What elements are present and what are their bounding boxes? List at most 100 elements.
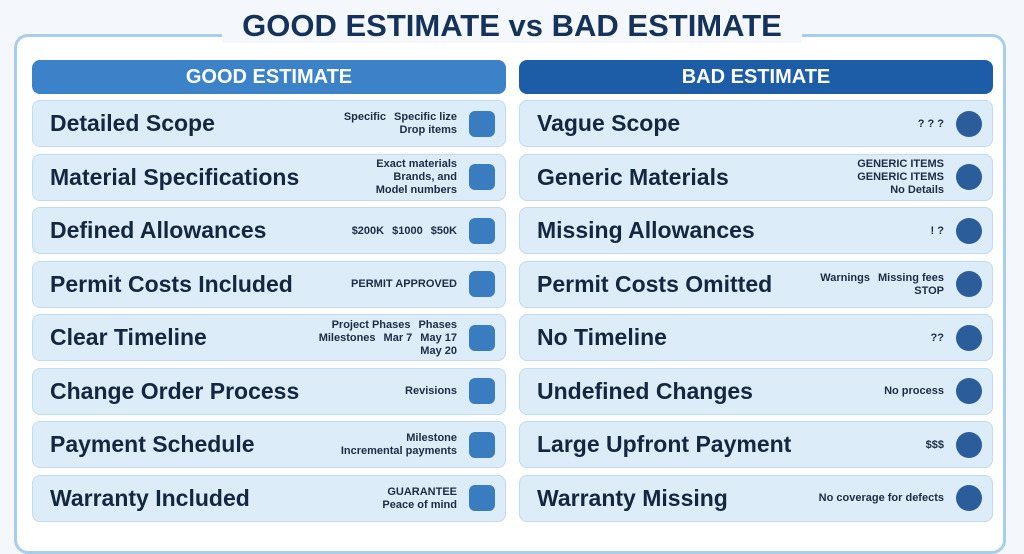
bad-column: BAD ESTIMATE Vague Scope ? ? ? Generic Mat… — [519, 60, 993, 528]
icon — [956, 485, 982, 511]
note: Milestone — [406, 432, 457, 444]
note: Specific lize — [394, 111, 457, 123]
row: Material Specifications Exact materials Br… — [32, 153, 506, 201]
note: STOP — [914, 284, 944, 297]
note: May 17 — [420, 331, 457, 344]
icon — [956, 271, 982, 297]
row-label: Undefined Changes — [537, 377, 753, 404]
icon — [956, 164, 982, 190]
row-notes: Milestone Incremental payments — [310, 432, 469, 457]
row-label: Defined Allowances — [50, 217, 267, 243]
icon — [956, 378, 982, 404]
note: Revisions — [405, 385, 457, 397]
row-label: No Timeline — [537, 324, 667, 350]
row-notes: $$$ — [797, 439, 956, 451]
note: No process — [884, 385, 944, 397]
row-label: Generic Materials — [537, 163, 729, 190]
row-notes: $200K $1000 $50K — [310, 225, 469, 237]
row-label: Missing Allowances — [537, 217, 755, 243]
note: GENERIC ITEMS — [857, 158, 944, 170]
icon — [469, 324, 495, 351]
row: Undefined Changes No process — [519, 367, 993, 415]
row-notes: GUARANTEE Peace of mind — [310, 486, 469, 511]
row-notes: Revisions — [310, 385, 469, 397]
icon — [469, 431, 495, 458]
note: Project Phases — [331, 318, 411, 331]
row-label: Change Order Process — [50, 377, 300, 404]
title-text: GOOD ESTIMATE vs BAD ESTIMATE — [222, 8, 802, 43]
icon — [469, 217, 495, 244]
icon — [469, 378, 495, 404]
column-header: GOOD ESTIMATE — [32, 60, 506, 94]
row-notes: GENERIC ITEMS GENERIC ITEMS No Details — [797, 158, 956, 196]
icon — [469, 271, 495, 297]
row: Permit Costs Omitted Warnings Missing fees… — [519, 260, 993, 308]
row-notes: No process — [797, 385, 956, 397]
note: $1000 — [392, 224, 423, 237]
row-label: Material Specifications — [50, 163, 300, 190]
note: Specific — [343, 111, 387, 123]
icon — [956, 217, 982, 244]
note: Drop items — [399, 124, 457, 136]
row: Warranty Included GUARANTEE Peace of mind — [32, 474, 506, 522]
note: $200K — [351, 224, 385, 237]
note: Phases — [418, 318, 457, 331]
row-label: Clear Timeline — [50, 324, 207, 350]
row-notes: ?? — [797, 332, 956, 344]
title: GOOD ESTIMATE vs BAD ESTIMATE — [0, 8, 1024, 44]
row-notes: ! ? — [797, 225, 956, 237]
note: ?? — [930, 331, 944, 344]
row: Large Upfront Payment $$$ — [519, 421, 993, 468]
row-notes: Project Phases Phases Milestones Mar 7 May 1… — [310, 319, 469, 357]
row-label: Warranty Included — [50, 484, 250, 511]
note: PERMIT APPROVED — [351, 278, 457, 290]
row-label: Vague Scope — [537, 110, 681, 136]
note: Exact materials — [376, 158, 457, 170]
row-label: Payment Schedule — [50, 431, 255, 457]
icon — [469, 164, 495, 190]
row-label: Detailed Scope — [50, 110, 215, 136]
row: Warranty Missing No coverage for defects — [519, 474, 993, 522]
good-column: GOOD ESTIMATE Detailed Scope Specific Spec… — [32, 60, 506, 528]
note: Model numbers — [375, 184, 457, 196]
row: Defined Allowances $200K $1000 $50K — [32, 207, 506, 254]
row-label: Large Upfront Payment — [537, 431, 792, 457]
note: $$$ — [925, 438, 944, 451]
icon — [956, 431, 982, 458]
note: May 20 — [420, 344, 457, 357]
row: Detailed Scope Specific Specific lize Drop … — [32, 100, 506, 147]
icon — [956, 324, 982, 351]
row: Missing Allowances ! ? — [519, 207, 993, 254]
note: Mar 7 — [383, 331, 413, 344]
row: No Timeline?? — [519, 314, 993, 361]
note: Milestones — [318, 331, 376, 344]
row-label: Warranty Missing — [537, 484, 728, 511]
page: GOOD ESTIMATE vs BAD ESTIMATE GOOD ESTIM… — [0, 8, 1024, 554]
row-notes: Specific Specific lize Drop items — [310, 111, 469, 136]
note: Missing fees — [877, 271, 944, 284]
row-notes: ? ? ? — [797, 118, 956, 130]
note: Brands, and — [393, 171, 457, 183]
row-notes: No coverage for defects — [797, 492, 956, 504]
note: No coverage for defects — [818, 492, 944, 504]
row-label: Permit Costs Included — [50, 270, 293, 297]
note: $50K — [430, 224, 457, 237]
row: Change Order Process Revisions — [32, 367, 506, 415]
icon — [469, 485, 495, 511]
row: Payment Schedule Milestone Incremental pay… — [32, 421, 506, 468]
note: Incremental payments — [340, 445, 457, 457]
note: GENERIC ITEMS — [857, 171, 944, 183]
row: Vague Scope ? ? ? — [519, 100, 993, 147]
note: GUARANTEE — [387, 485, 457, 498]
row-notes: PERMIT APPROVED — [310, 278, 469, 290]
note: ? ? ? — [917, 117, 944, 130]
row-notes: Warnings Missing fees STOP — [797, 272, 956, 297]
note: Peace of mind — [382, 498, 457, 511]
note: ! ? — [930, 224, 944, 237]
row-notes: Exact materials Brands, and Model numbers — [310, 158, 469, 196]
row-label: Permit Costs Omitted — [537, 270, 773, 297]
icon — [469, 110, 495, 137]
row: Generic Materials GENERIC ITEMS GENERIC IT… — [519, 153, 993, 201]
icon — [956, 110, 982, 137]
column-header: BAD ESTIMATE — [519, 60, 993, 94]
